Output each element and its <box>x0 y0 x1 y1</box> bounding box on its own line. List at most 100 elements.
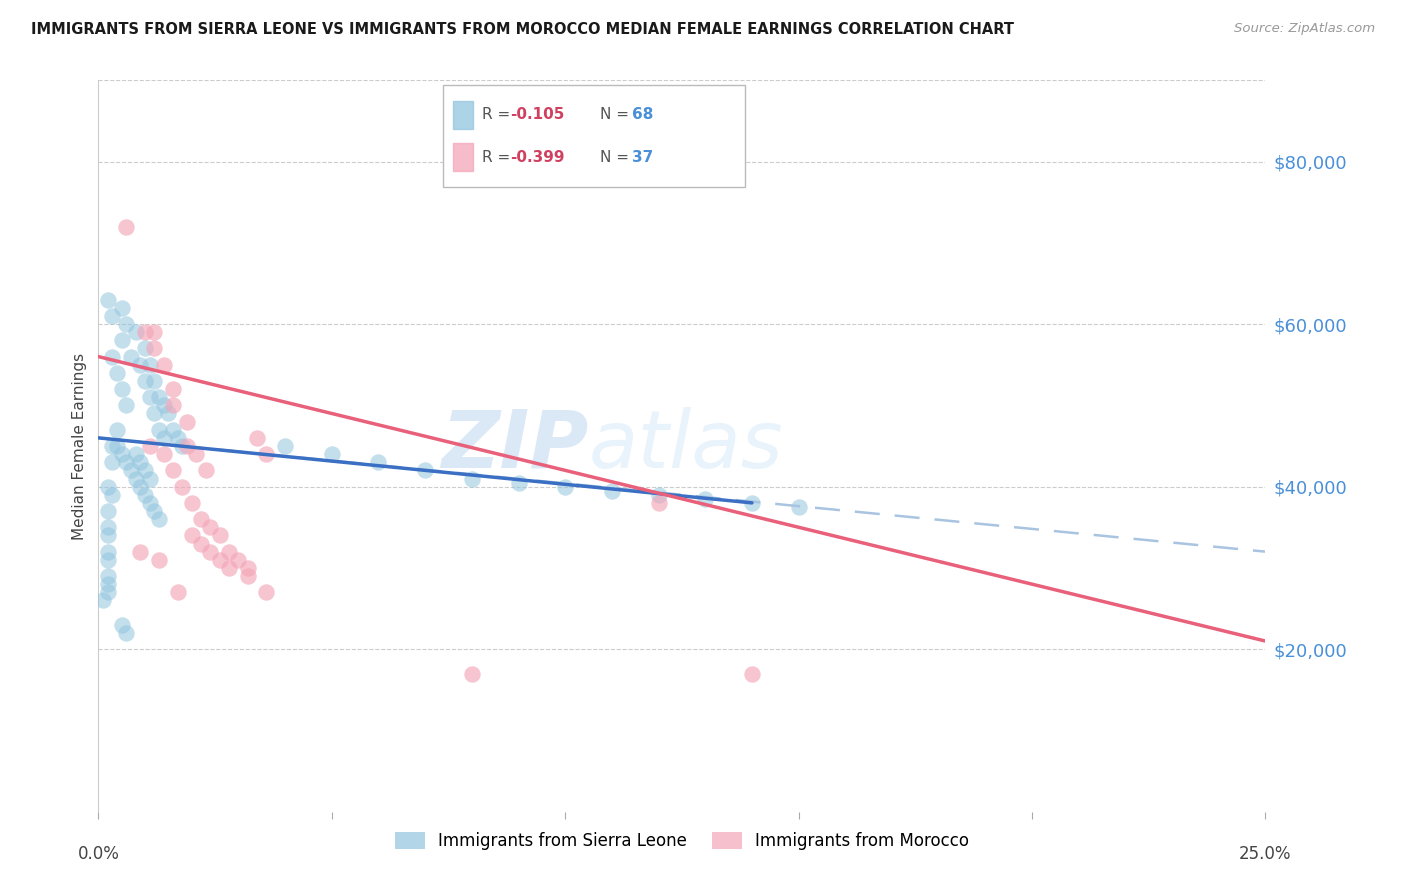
Point <box>200 520 222 534</box>
Point <box>208 528 231 542</box>
Point <box>139 496 162 510</box>
Point <box>134 374 156 388</box>
Point <box>120 463 142 477</box>
Point <box>162 423 184 437</box>
Text: -0.399: -0.399 <box>510 150 565 165</box>
Point <box>97 504 120 518</box>
Point <box>139 358 162 372</box>
Point <box>91 593 114 607</box>
Point <box>97 520 120 534</box>
Point <box>554 480 576 494</box>
Point <box>172 439 194 453</box>
Point <box>695 491 717 506</box>
Point <box>134 325 156 339</box>
Point <box>101 309 124 323</box>
Text: 68: 68 <box>631 107 652 122</box>
Point <box>236 569 259 583</box>
Point <box>105 439 128 453</box>
Legend: Immigrants from Sierra Leone, Immigrants from Morocco: Immigrants from Sierra Leone, Immigrants… <box>387 823 977 858</box>
Point <box>208 553 231 567</box>
Point <box>176 415 198 429</box>
Text: Source: ZipAtlas.com: Source: ZipAtlas.com <box>1234 22 1375 36</box>
Point <box>139 439 162 453</box>
Point <box>228 553 250 567</box>
Point <box>101 455 124 469</box>
Point <box>129 455 152 469</box>
Text: R =: R = <box>482 150 515 165</box>
Text: N =: N = <box>600 107 634 122</box>
Point <box>101 439 124 453</box>
Point <box>97 528 120 542</box>
Point <box>97 569 120 583</box>
Point <box>134 488 156 502</box>
Point <box>143 504 166 518</box>
Point <box>115 455 138 469</box>
Text: 37: 37 <box>631 150 652 165</box>
Point <box>152 431 174 445</box>
Point <box>152 447 174 461</box>
Point <box>152 358 174 372</box>
Point <box>139 390 162 404</box>
Point <box>97 577 120 591</box>
Point <box>162 382 184 396</box>
Point <box>105 423 128 437</box>
Point <box>125 325 148 339</box>
Point <box>129 480 152 494</box>
Point <box>741 666 763 681</box>
Point <box>180 528 202 542</box>
Text: IMMIGRANTS FROM SIERRA LEONE VS IMMIGRANTS FROM MOROCCO MEDIAN FEMALE EARNINGS C: IMMIGRANTS FROM SIERRA LEONE VS IMMIGRAN… <box>31 22 1014 37</box>
Point <box>787 500 810 514</box>
Point <box>143 374 166 388</box>
Point <box>115 219 138 234</box>
Text: N =: N = <box>600 150 634 165</box>
Point <box>461 471 484 485</box>
Point <box>162 398 184 412</box>
Point <box>101 488 124 502</box>
Point <box>194 463 217 477</box>
Y-axis label: Median Female Earnings: Median Female Earnings <box>72 352 87 540</box>
Point <box>134 463 156 477</box>
Point <box>139 471 162 485</box>
Point <box>148 553 170 567</box>
Point <box>186 447 208 461</box>
Point <box>256 585 278 599</box>
Point <box>741 496 763 510</box>
Point <box>120 350 142 364</box>
Text: ZIP: ZIP <box>441 407 589 485</box>
Point <box>115 398 138 412</box>
Point <box>508 475 530 490</box>
Text: R =: R = <box>482 107 515 122</box>
Point <box>180 496 202 510</box>
Point <box>125 471 148 485</box>
Point <box>413 463 436 477</box>
Point <box>461 666 484 681</box>
Point <box>200 544 222 558</box>
Point <box>600 483 623 498</box>
Point <box>152 398 174 412</box>
Point <box>111 382 134 396</box>
Point <box>115 317 138 331</box>
Point <box>111 334 134 348</box>
Point <box>105 366 128 380</box>
Point <box>172 480 194 494</box>
Point <box>176 439 198 453</box>
Point <box>157 407 180 421</box>
Point <box>97 293 120 307</box>
Point <box>97 585 120 599</box>
Point <box>143 325 166 339</box>
Point <box>162 463 184 477</box>
Point <box>148 390 170 404</box>
Point <box>97 480 120 494</box>
Point <box>134 342 156 356</box>
Bar <box>453 101 472 129</box>
Point <box>125 447 148 461</box>
Point <box>246 431 269 445</box>
Point <box>190 512 212 526</box>
Text: 0.0%: 0.0% <box>77 845 120 863</box>
Point <box>321 447 343 461</box>
Point <box>143 342 166 356</box>
Point <box>367 455 389 469</box>
Point <box>274 439 297 453</box>
Text: -0.105: -0.105 <box>510 107 565 122</box>
Text: atlas: atlas <box>589 407 783 485</box>
